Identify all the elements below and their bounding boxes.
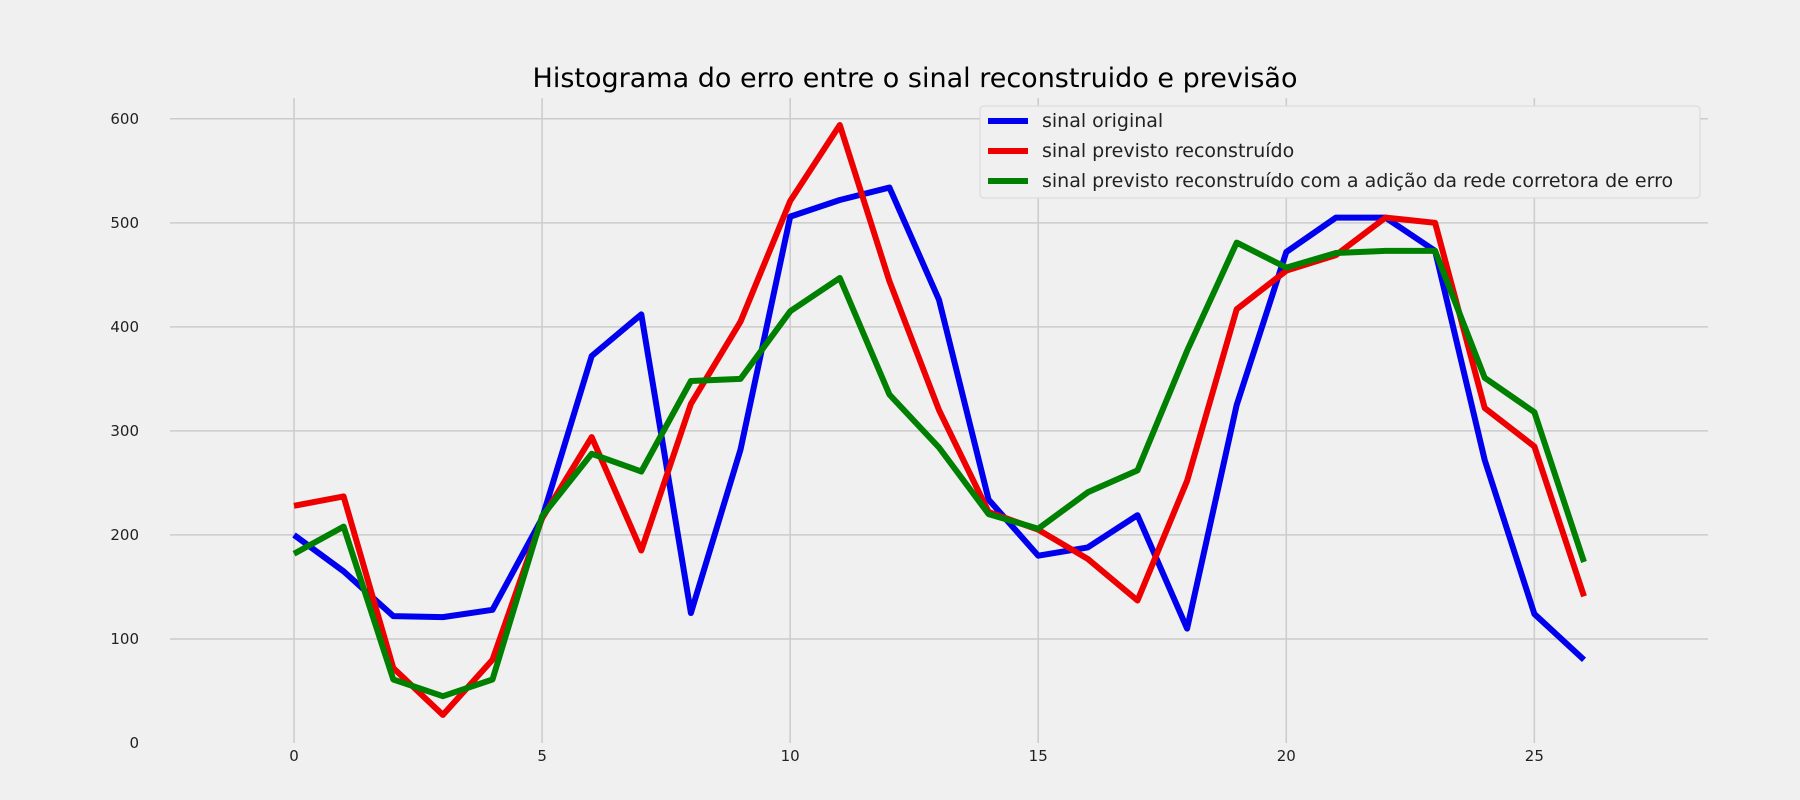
x-tick-label: 25 — [1525, 747, 1544, 765]
legend-label: sinal previsto reconstruído com a adição… — [1042, 170, 1673, 192]
y-tick-label: 400 — [110, 318, 139, 336]
y-tick-label: 600 — [110, 110, 139, 128]
x-tick-label: 10 — [781, 747, 800, 765]
x-tick-label: 20 — [1277, 747, 1296, 765]
chart-title: Histograma do erro entre o sinal reconst… — [533, 63, 1298, 94]
series-layer — [292, 122, 1587, 718]
legend-box — [979, 105, 1701, 199]
y-tick-label: 300 — [110, 422, 139, 440]
legend-label: sinal previsto reconstruído — [1042, 140, 1294, 162]
y-tick-label: 500 — [110, 214, 139, 232]
series-line-3 — [292, 239, 1587, 700]
series-line-2 — [293, 122, 1587, 718]
y-tick-label: 0 — [129, 734, 139, 752]
x-tick-labels: 0 5 10 15 20 25 — [289, 747, 1544, 765]
x-tick-label: 5 — [537, 747, 547, 765]
series-line-1 — [292, 184, 1587, 663]
legend-label: sinal original — [1042, 110, 1163, 132]
y-tick-label: 100 — [110, 630, 139, 648]
y-tick-labels: 0 100 200 300 400 500 600 — [110, 110, 139, 752]
x-tick-label: 0 — [289, 747, 299, 765]
legend: sinal original sinal previsto reconstruíd… — [979, 105, 1701, 199]
x-tick-label: 15 — [1029, 747, 1048, 765]
y-tick-label: 200 — [110, 526, 139, 544]
